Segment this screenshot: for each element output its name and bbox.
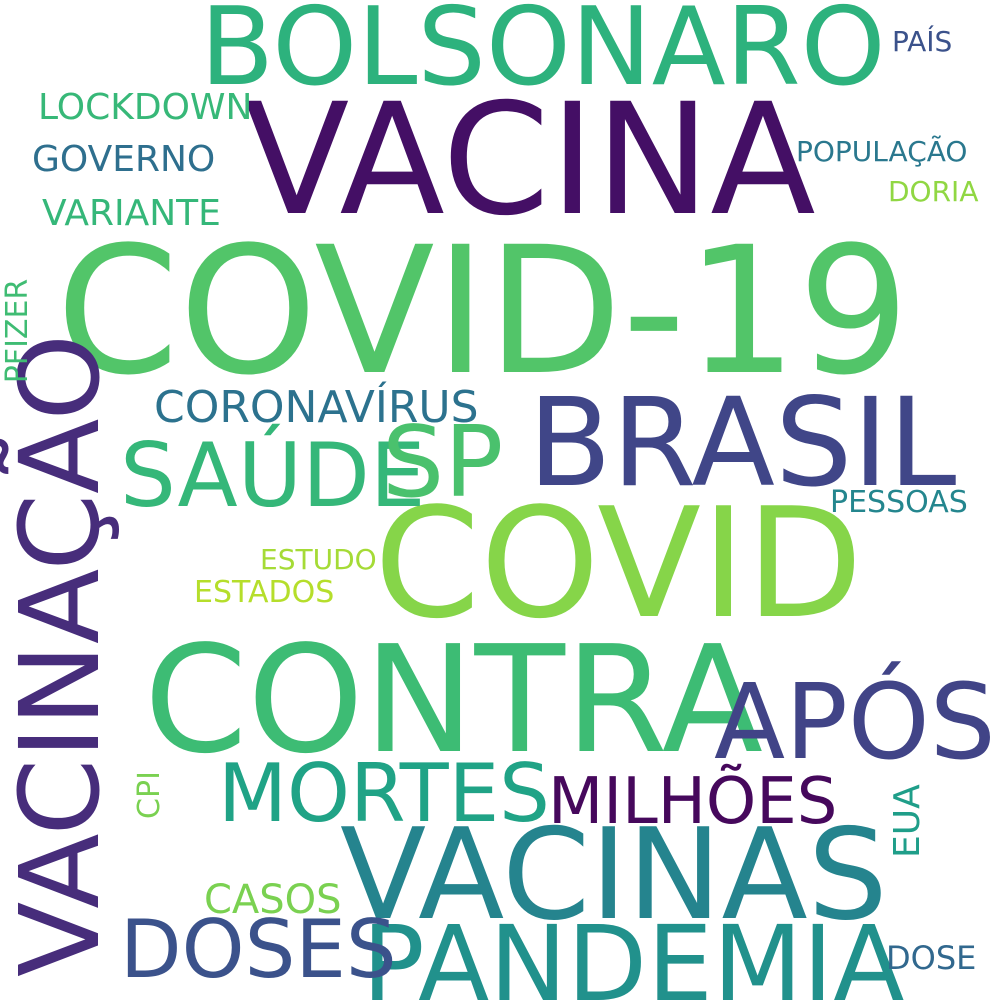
word-estados: ESTADOS bbox=[194, 575, 335, 610]
word-vacinas: VACINAS bbox=[340, 801, 888, 948]
word-doses: DOSES bbox=[120, 903, 397, 996]
word-doria: DORIA bbox=[888, 175, 979, 208]
word-vacina: VACINA bbox=[244, 71, 816, 250]
word-contra: CONTRA bbox=[144, 614, 764, 786]
word-pfizer: PFIZER bbox=[0, 278, 35, 384]
word-populacao: POPULAÇÃO bbox=[796, 135, 968, 168]
word-eua: EUA bbox=[887, 784, 928, 858]
word-variante: VARIANTE bbox=[42, 193, 221, 234]
word-brasil: BRASIL bbox=[528, 372, 957, 514]
word-casos: CASOS bbox=[204, 877, 342, 923]
word-coronavirus: CORONAVÍRUS bbox=[154, 382, 479, 433]
word-bolsonaro: BOLSONARO bbox=[200, 0, 886, 110]
word-mortes: MORTES bbox=[218, 747, 550, 840]
word-estudo: ESTUDO bbox=[260, 543, 377, 576]
word-dose: DOSE bbox=[886, 939, 977, 977]
word-governo: GOVERNO bbox=[32, 139, 216, 180]
word-vacinacao: VACINAÇÃO bbox=[0, 333, 124, 977]
word-apos: APÓS bbox=[714, 661, 996, 783]
word-sp: SP bbox=[382, 406, 504, 520]
word-cpi: CPI bbox=[132, 771, 167, 819]
word-pais: PAÍS bbox=[892, 25, 953, 58]
word-pandemia: PANDEMIA bbox=[362, 903, 905, 1000]
word-saude: SAÚDE bbox=[120, 424, 426, 527]
word-covid: COVID bbox=[374, 475, 863, 652]
word-covid-19: COVID-19 bbox=[56, 209, 910, 414]
word-pessoas: PESSOAS bbox=[830, 485, 968, 520]
word-milhoes: MILHÕES bbox=[548, 765, 838, 839]
word-lockdown: LOCKDOWN bbox=[38, 87, 253, 128]
